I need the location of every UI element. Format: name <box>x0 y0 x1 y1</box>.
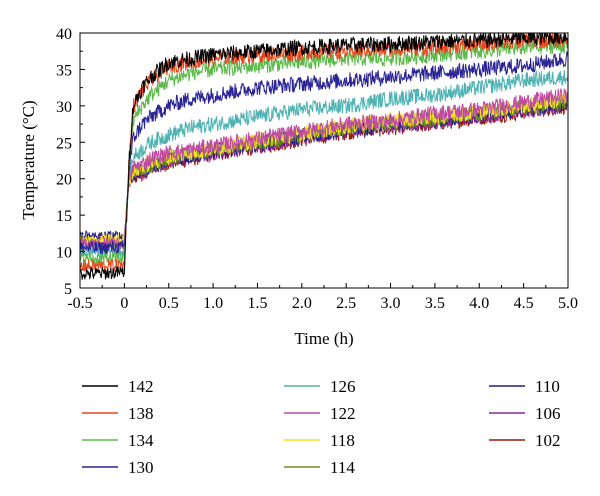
y-tick-label: 20 <box>56 172 72 189</box>
y-tick-label: 40 <box>56 26 72 43</box>
y-tick-label: 30 <box>56 99 72 116</box>
series-line-134 <box>80 37 568 266</box>
series-line-130 <box>80 50 568 255</box>
legend-label-114: 114 <box>330 458 355 477</box>
legend-label-118: 118 <box>330 431 355 450</box>
series-line-142 <box>80 33 568 280</box>
legend-label-122: 122 <box>330 404 356 423</box>
series-line-122 <box>80 88 568 252</box>
y-tick-label: 35 <box>56 62 72 79</box>
x-axis: -0.5 0 0.5 1.0 1.5 2.0 2.5 3.0 3.5 4.0 4.5 5.0 <box>67 283 578 312</box>
y-axis-label: Temperature (°C) <box>19 100 38 219</box>
legend-label-110: 110 <box>535 377 560 396</box>
y-tick-label: 25 <box>56 135 72 152</box>
legend-label-126: 126 <box>330 377 356 396</box>
legend: 142 138 134 130 126 122 118 114 110 106 102 <box>82 377 561 477</box>
x-tick-label: 2.5 <box>336 295 356 312</box>
legend-label-106: 106 <box>535 404 561 423</box>
x-tick-label: -0.5 <box>67 295 92 312</box>
x-axis-label: Time (h) <box>294 329 353 348</box>
legend-label-138: 138 <box>128 404 154 423</box>
x-tick-label: 4.5 <box>514 295 534 312</box>
x-tick-label: 3.5 <box>425 295 445 312</box>
y-tick-label: 5 <box>64 281 72 298</box>
legend-label-142: 142 <box>128 377 154 396</box>
y-tick-label: 15 <box>56 208 72 225</box>
x-tick-label: 0.5 <box>159 295 179 312</box>
series-line-126 <box>80 69 568 259</box>
x-tick-label: 3.0 <box>381 295 401 312</box>
x-tick-label: 4.0 <box>469 295 489 312</box>
y-axis: 5 10 15 20 25 30 35 40 <box>56 26 85 298</box>
x-tick-label: 1.5 <box>247 295 267 312</box>
legend-label-134: 134 <box>128 431 154 450</box>
x-tick-label: 5.0 <box>558 295 578 312</box>
legend-label-102: 102 <box>535 431 561 450</box>
legend-label-130: 130 <box>128 458 154 477</box>
x-tick-label: 0 <box>120 295 128 312</box>
y-tick-label: 10 <box>56 245 72 262</box>
x-tick-label: 1.0 <box>203 295 223 312</box>
x-tick-label: 2.0 <box>292 295 312 312</box>
